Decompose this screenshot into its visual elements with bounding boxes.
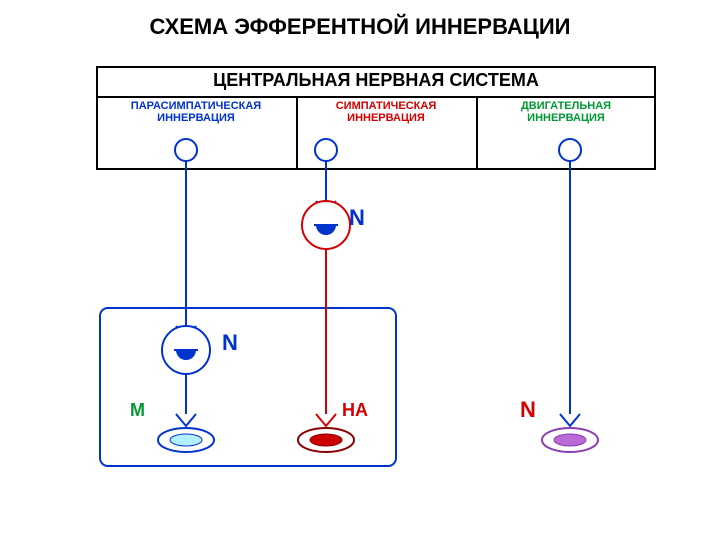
mot-terminal bbox=[560, 414, 580, 426]
par-neuron-body bbox=[175, 139, 197, 161]
diagram-svg bbox=[0, 0, 720, 540]
sym-neuron-body bbox=[315, 139, 337, 161]
sym-target bbox=[310, 434, 342, 446]
label-N-par: N bbox=[222, 330, 238, 356]
sym-post-terminal bbox=[316, 414, 336, 426]
mot-neuron-body bbox=[559, 139, 581, 161]
label-M: М bbox=[130, 400, 145, 421]
mot-target bbox=[554, 434, 586, 446]
label-HA: НА bbox=[342, 400, 368, 421]
par-post-terminal bbox=[176, 414, 196, 426]
label-N-motor: N bbox=[520, 397, 536, 423]
par-target bbox=[170, 434, 202, 446]
label-N-sym: N bbox=[349, 205, 365, 231]
